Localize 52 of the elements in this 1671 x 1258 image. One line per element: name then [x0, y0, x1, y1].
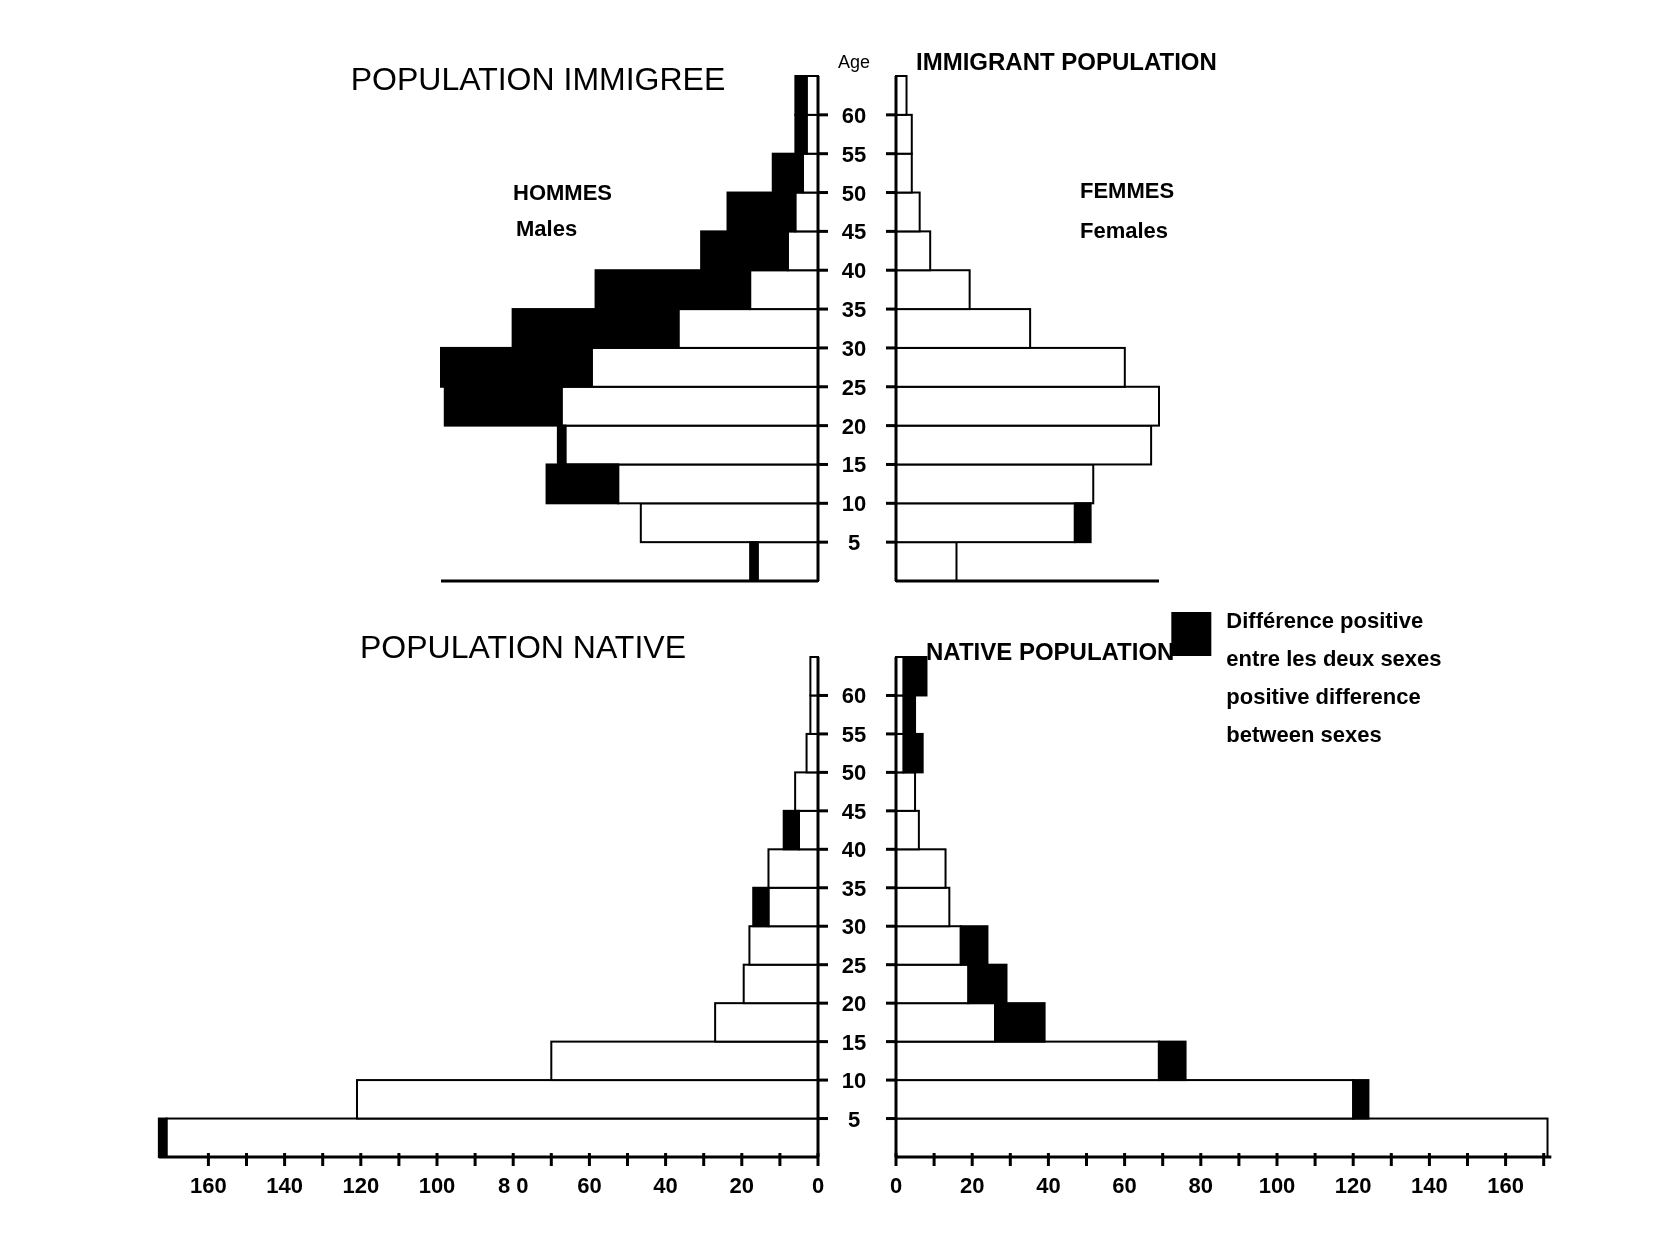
chart-title: NATIVE POPULATION: [926, 638, 1175, 665]
y-tick-label: 55: [841, 141, 867, 167]
x-tick-label: 0: [811, 1173, 825, 1198]
y-tick-label: 45: [841, 798, 867, 824]
x-tick-label: 160: [1487, 1173, 1524, 1198]
x-tick-label: 60: [1112, 1173, 1137, 1198]
y-tick-label: 45: [841, 219, 867, 245]
y-tick-label: 5: [847, 530, 861, 556]
x-tick-label: 140: [1411, 1173, 1448, 1198]
x-tick-label: 20: [959, 1173, 985, 1198]
x-tick-label: 20: [729, 1173, 755, 1198]
annotation: HOMMES: [513, 180, 612, 205]
y-axis-title: Age: [837, 52, 871, 72]
x-tick-label: 40: [1036, 1173, 1061, 1198]
annotation: Males: [516, 216, 578, 241]
y-tick-label: 50: [841, 180, 867, 206]
x-tick-label: 8 0: [497, 1173, 529, 1198]
x-tick-label: 60: [577, 1173, 602, 1198]
y-tick-label: 25: [841, 952, 867, 978]
y-tick-label: 15: [841, 1029, 867, 1055]
annotation: Females: [1080, 218, 1169, 243]
y-tick-label: 55: [841, 721, 867, 747]
x-tick-label: 80: [1188, 1173, 1214, 1198]
y-tick-label: 10: [841, 1068, 867, 1094]
y-tick-label: 5: [847, 1106, 861, 1132]
x-tick-label: 100: [418, 1173, 456, 1198]
y-tick-label: 60: [841, 102, 867, 128]
y-tick-label: 20: [841, 991, 867, 1017]
y-tick-label: 15: [841, 452, 867, 478]
x-tick-label: 120: [1334, 1173, 1372, 1198]
annotation: FEMMES: [1080, 178, 1175, 203]
y-tick-label: 10: [841, 491, 867, 517]
y-tick-label: 40: [841, 837, 867, 863]
chart-title: POPULATION IMMIGREE: [350, 61, 726, 97]
x-tick-label: 160: [190, 1173, 227, 1198]
y-tick-label: 35: [841, 875, 867, 901]
x-tick-label: 140: [266, 1173, 303, 1198]
y-tick-label: 35: [841, 297, 867, 323]
y-tick-label: 60: [841, 683, 867, 709]
y-tick-label: 50: [841, 760, 867, 786]
x-tick-label: 0: [889, 1173, 903, 1198]
x-tick-label: 120: [342, 1173, 380, 1198]
y-tick-label: 30: [841, 335, 867, 361]
y-tick-label: 25: [841, 374, 867, 400]
y-tick-label: 40: [841, 258, 867, 284]
legend-label: Différence positive entre les deux sexes positive difference between sexes: [1226, 608, 1442, 747]
x-tick-label: 100: [1258, 1173, 1296, 1198]
y-tick-label: 30: [841, 914, 867, 940]
y-tick-label: 20: [841, 413, 867, 439]
chart-title: POPULATION NATIVE: [360, 629, 686, 665]
chart-title: IMMIGRANT POPULATION: [916, 48, 1217, 75]
x-tick-label: 40: [653, 1173, 678, 1198]
